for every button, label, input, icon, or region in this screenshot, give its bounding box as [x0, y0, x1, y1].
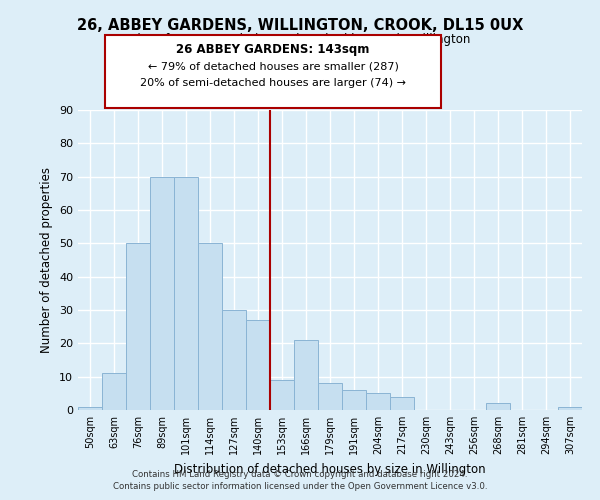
Bar [174, 176, 198, 410]
Bar [390, 396, 414, 410]
Bar [318, 384, 342, 410]
Bar [294, 340, 318, 410]
Y-axis label: Number of detached properties: Number of detached properties [40, 167, 53, 353]
Bar [366, 394, 390, 410]
Bar [342, 390, 366, 410]
Bar [486, 404, 510, 410]
Bar [558, 406, 582, 410]
Text: 20% of semi-detached houses are larger (74) →: 20% of semi-detached houses are larger (… [140, 78, 406, 88]
Bar [270, 380, 294, 410]
Bar [78, 406, 102, 410]
Text: Contains public sector information licensed under the Open Government Licence v3: Contains public sector information licen… [113, 482, 487, 491]
Text: 26 ABBEY GARDENS: 143sqm: 26 ABBEY GARDENS: 143sqm [176, 44, 370, 57]
Bar [198, 244, 222, 410]
Bar [222, 310, 246, 410]
Text: 26, ABBEY GARDENS, WILLINGTON, CROOK, DL15 0UX: 26, ABBEY GARDENS, WILLINGTON, CROOK, DL… [77, 18, 523, 32]
Text: Contains HM Land Registry data © Crown copyright and database right 2024.: Contains HM Land Registry data © Crown c… [132, 470, 468, 479]
Text: Size of property relative to detached houses in Willington: Size of property relative to detached ho… [130, 32, 470, 46]
X-axis label: Distribution of detached houses by size in Willington: Distribution of detached houses by size … [174, 462, 486, 475]
Bar [246, 320, 270, 410]
Bar [150, 176, 174, 410]
Bar [126, 244, 150, 410]
Bar [102, 374, 126, 410]
Text: ← 79% of detached houses are smaller (287): ← 79% of detached houses are smaller (28… [148, 62, 398, 72]
